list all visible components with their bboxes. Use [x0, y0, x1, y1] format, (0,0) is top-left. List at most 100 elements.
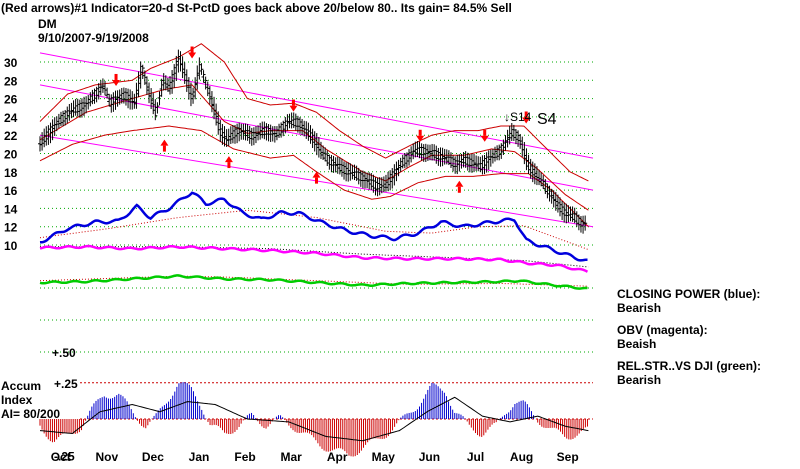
rel-strength-line	[39, 274, 588, 290]
price-bar	[86, 95, 91, 110]
price-bar	[98, 80, 103, 96]
price-bar	[576, 214, 581, 231]
month-label: Jul	[467, 450, 484, 464]
price-bar	[417, 141, 422, 159]
price-bar	[46, 125, 51, 145]
accum-label-line1: Accum	[1, 379, 41, 393]
price-bar	[287, 113, 292, 129]
arrow-head	[522, 117, 531, 124]
arrow-head	[455, 180, 464, 187]
arrow-head	[224, 156, 233, 163]
price-bar	[73, 98, 78, 116]
price-bar	[96, 83, 101, 100]
arrow-head	[289, 105, 298, 112]
price-bar	[383, 174, 388, 192]
chart-title: (Red arrows)#1 Indicator=20-d St-PctD go…	[1, 1, 512, 15]
price-bar	[260, 121, 265, 139]
price-bar	[394, 161, 399, 182]
price-bar	[428, 144, 433, 161]
buy-arrow	[224, 156, 233, 169]
price-bar	[436, 147, 441, 166]
price-bar	[505, 129, 510, 148]
arrow-shaft	[291, 99, 295, 106]
price-tick-label: 12	[4, 221, 18, 235]
price-bar	[337, 157, 342, 175]
accum-tick-label: -.25	[54, 449, 75, 463]
price-bar	[325, 150, 330, 166]
price-bar	[289, 112, 294, 129]
price-bar	[107, 93, 112, 107]
price-bar	[467, 154, 472, 173]
price-bar	[526, 154, 531, 175]
month-label: Apr	[327, 450, 348, 464]
arrow-head	[188, 52, 197, 59]
arrow-shaft	[190, 46, 194, 53]
price-bar	[201, 70, 206, 83]
price-bar	[386, 171, 391, 192]
price-bar	[195, 65, 200, 90]
price-bar	[172, 64, 177, 88]
lower-band-line	[39, 125, 589, 228]
price-tick-label: 18	[4, 166, 18, 180]
price-bar	[511, 124, 516, 141]
price-bar	[174, 55, 179, 81]
price-bar	[165, 77, 170, 92]
price-bar	[534, 166, 539, 186]
price-bar	[205, 81, 210, 97]
price-bar	[300, 118, 305, 136]
price-bar	[230, 125, 235, 144]
price-bar	[253, 126, 258, 144]
price-bar	[560, 201, 565, 221]
obv-panel	[39, 244, 589, 273]
arrow-head	[160, 139, 169, 146]
sell-arrow	[188, 46, 197, 59]
price-bar	[562, 202, 567, 223]
buy-arrow	[312, 171, 321, 184]
price-bar	[69, 102, 74, 119]
price-bar	[465, 152, 470, 171]
price-bar	[339, 158, 344, 177]
price-bar	[377, 177, 382, 196]
arrow-head	[112, 79, 121, 86]
price-bar	[438, 147, 443, 167]
month-label: Dec	[142, 450, 164, 464]
arrow-shaft	[227, 162, 231, 169]
price-bar	[346, 162, 351, 182]
month-label: Mar	[280, 450, 302, 464]
price-bar	[140, 64, 145, 80]
price-bar	[459, 153, 464, 169]
relative-strength-panel	[39, 274, 589, 290]
price-bar	[501, 139, 506, 155]
price-bar	[583, 215, 588, 231]
price-bar	[293, 113, 298, 131]
price-bar	[503, 135, 508, 151]
price-tick-label: 20	[4, 148, 18, 162]
month-label: May	[372, 450, 396, 464]
price-bar	[132, 93, 137, 109]
price-bar	[218, 120, 223, 142]
price-bar	[518, 133, 523, 149]
price-tick-label: 26	[4, 93, 18, 107]
accum-label-line3: AI= 80/200	[1, 407, 60, 421]
closing-power-label: CLOSING POWER (blue):	[617, 287, 761, 301]
ticker-label: DM	[38, 17, 57, 31]
month-label: Oct	[51, 450, 71, 464]
price-bar	[126, 88, 131, 109]
price-bar	[203, 76, 208, 90]
arrow-head	[416, 135, 425, 142]
accum-axis-ticks: +.25 -.25	[54, 377, 78, 464]
price-bar	[373, 177, 378, 196]
price-bar	[155, 102, 160, 114]
price-bar	[67, 104, 72, 121]
price-bar	[388, 170, 393, 191]
price-bar	[191, 87, 196, 104]
closing-power-status: Bearish	[617, 301, 662, 315]
price-tick-label: 30	[4, 56, 18, 70]
price-bar	[180, 56, 185, 79]
price-bar	[113, 90, 118, 110]
price-bar	[65, 106, 70, 124]
price-tick-label: 14	[4, 202, 18, 216]
arrow-shaft	[162, 145, 166, 152]
price-bar	[199, 63, 204, 75]
